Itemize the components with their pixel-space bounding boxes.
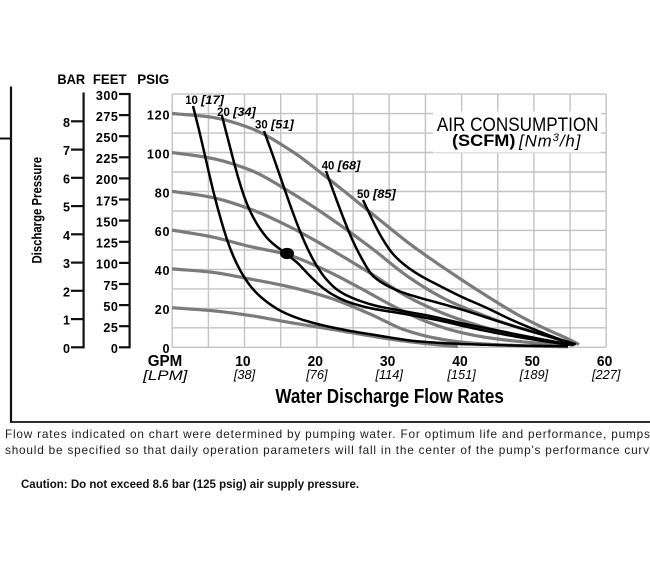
svg-text:300: 300	[96, 89, 119, 103]
svg-text:[LPM]: [LPM]	[142, 367, 189, 383]
svg-text:50: 50	[103, 300, 118, 314]
svg-text:10: 10	[235, 353, 250, 370]
svg-text:7: 7	[63, 144, 70, 158]
svg-text:[151]: [151]	[446, 367, 476, 382]
svg-text:100: 100	[96, 258, 119, 272]
svg-text:1: 1	[63, 314, 70, 328]
svg-text:[Nm3/h]: [Nm3/h]	[518, 131, 581, 150]
svg-text:AIR CONSUMPTION: AIR CONSUMPTION	[437, 115, 599, 136]
svg-text:[17]: [17]	[200, 93, 225, 107]
svg-text:100: 100	[147, 147, 170, 161]
svg-text:40: 40	[155, 264, 171, 278]
svg-text:0: 0	[162, 342, 170, 356]
svg-text:40: 40	[322, 159, 335, 173]
svg-text:[51]: [51]	[270, 117, 295, 131]
svg-text:Water Discharge Flow Rates: Water Discharge Flow Rates	[275, 385, 503, 408]
svg-text:30: 30	[380, 353, 395, 370]
svg-text:225: 225	[96, 152, 119, 166]
svg-text:PSIG: PSIG	[137, 72, 169, 87]
svg-text:FEET: FEET	[93, 72, 127, 87]
svg-text:275: 275	[96, 110, 119, 124]
svg-text:20: 20	[308, 353, 323, 370]
svg-text:[227]: [227]	[591, 367, 621, 382]
svg-text:150: 150	[96, 215, 119, 229]
svg-text:[76]: [76]	[305, 367, 328, 382]
svg-text:200: 200	[96, 173, 119, 187]
svg-text:0: 0	[63, 342, 70, 356]
svg-text:Discharge Pressure: Discharge Pressure	[30, 157, 45, 264]
svg-text:3: 3	[63, 257, 70, 271]
svg-text:75: 75	[103, 279, 118, 293]
svg-text:250: 250	[96, 131, 119, 145]
svg-text:60: 60	[155, 225, 171, 239]
svg-text:4: 4	[63, 229, 70, 243]
svg-text:30: 30	[255, 117, 268, 131]
svg-text:40: 40	[452, 353, 467, 370]
svg-text:80: 80	[155, 186, 171, 200]
svg-text:175: 175	[96, 194, 119, 208]
svg-text:[114]: [114]	[374, 367, 403, 382]
svg-text:50: 50	[357, 187, 370, 201]
svg-text:[34]: [34]	[232, 105, 257, 119]
svg-text:BAR: BAR	[57, 72, 85, 87]
svg-text:(SCFM): (SCFM)	[452, 132, 515, 150]
svg-text:5: 5	[63, 201, 70, 215]
svg-text:20: 20	[217, 105, 230, 119]
svg-text:[68]: [68]	[337, 159, 362, 173]
svg-text:GPM: GPM	[148, 353, 183, 370]
svg-text:[85]: [85]	[372, 187, 397, 201]
svg-text:20: 20	[155, 303, 171, 317]
svg-text:10: 10	[185, 93, 198, 107]
svg-text:8: 8	[63, 116, 70, 130]
svg-text:120: 120	[147, 108, 170, 122]
svg-text:25: 25	[103, 321, 118, 335]
svg-text:[189]: [189]	[519, 367, 549, 382]
svg-text:125: 125	[96, 237, 119, 251]
svg-text:6: 6	[63, 172, 70, 186]
svg-text:[38]: [38]	[233, 367, 256, 382]
svg-text:0: 0	[111, 342, 119, 356]
svg-text:2: 2	[63, 285, 70, 299]
svg-text:60: 60	[597, 353, 612, 370]
svg-text:50: 50	[525, 353, 540, 370]
